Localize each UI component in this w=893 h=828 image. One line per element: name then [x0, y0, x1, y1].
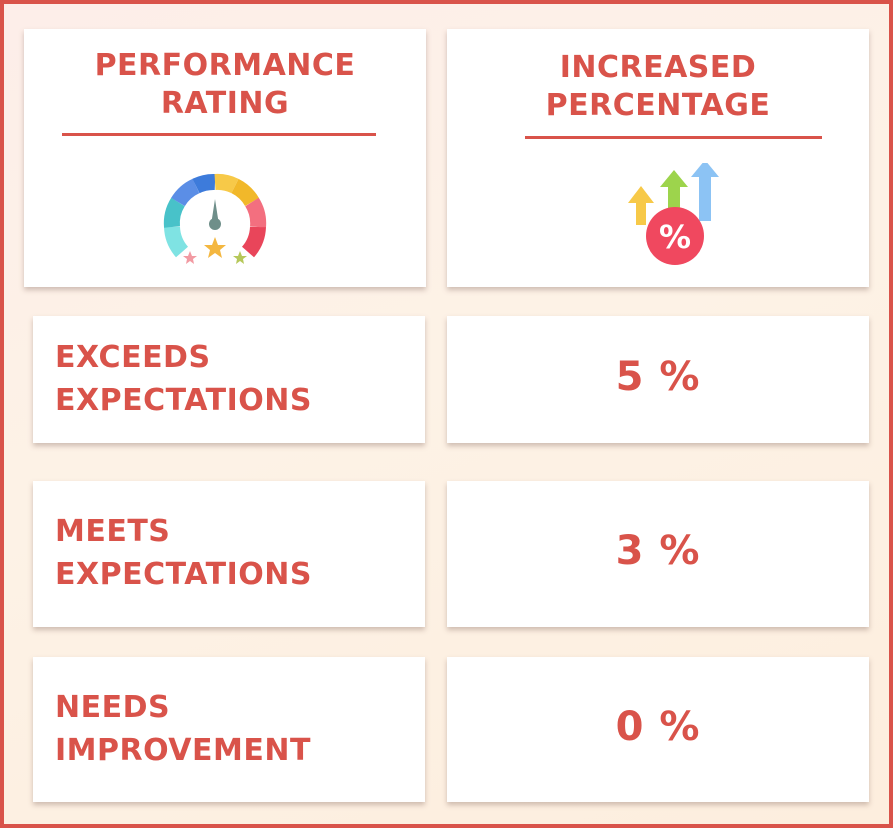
gauge-with-stars-icon — [163, 173, 267, 264]
percentage-header-title: INCREASED PERCENTAGE — [545, 50, 771, 123]
rating-label: NEEDS IMPROVEMENT — [55, 690, 311, 768]
percentage-header-card: INCREASED PERCENTAGE % — [447, 29, 869, 287]
rating-header-card: PERFORMANCE RATING — [24, 29, 426, 287]
svg-text:%: % — [659, 218, 691, 256]
rating-card-meets: MEETS EXPECTATIONS — [33, 481, 425, 627]
rating-card-needs: NEEDS IMPROVEMENT — [33, 657, 425, 802]
percentage-header-divider — [525, 136, 822, 139]
rating-header-divider — [62, 133, 376, 136]
rating-label: MEETS EXPECTATIONS — [55, 514, 312, 592]
percentage-card-meets: 3 % — [447, 481, 869, 627]
rating-card-exceeds: EXCEEDS EXPECTATIONS — [33, 316, 425, 443]
percentage-card-needs: 0 % — [447, 657, 869, 802]
percentage-value: 5 % — [615, 354, 701, 400]
percentage-value: 0 % — [615, 704, 701, 750]
percent-growth-arrows-icon: % — [628, 163, 719, 265]
rating-label: EXCEEDS EXPECTATIONS — [55, 340, 312, 418]
percentage-value: 3 % — [615, 528, 701, 574]
percentage-card-exceeds: 5 % — [447, 316, 869, 443]
rating-header-title: PERFORMANCE RATING — [94, 48, 356, 121]
